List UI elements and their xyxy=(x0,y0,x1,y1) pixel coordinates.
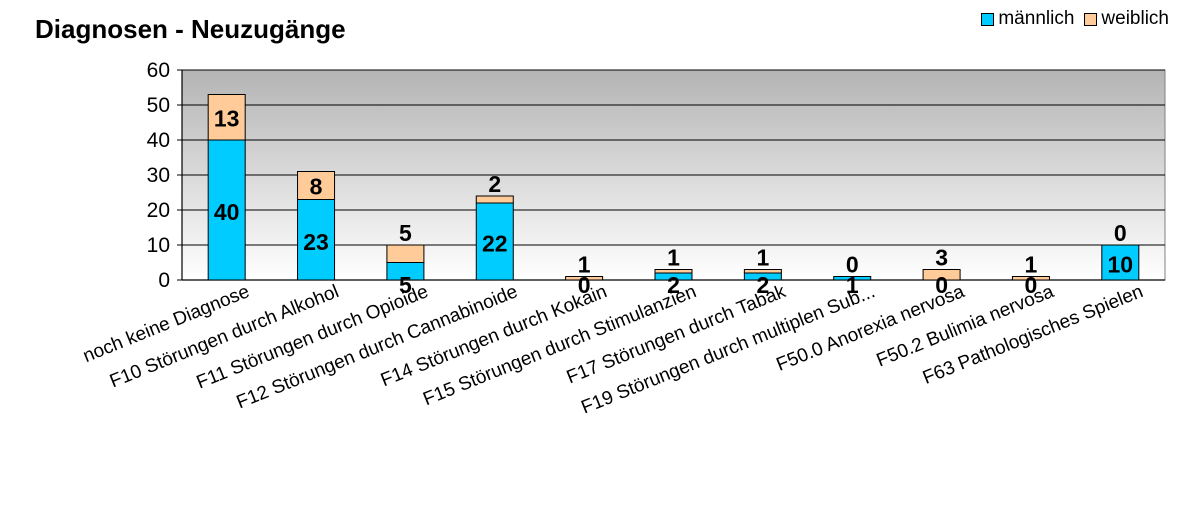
data-label-male: 40 xyxy=(214,199,240,225)
y-tick-label: 50 xyxy=(147,94,170,117)
y-tick-label: 0 xyxy=(158,269,170,292)
y-tick-label: 10 xyxy=(147,234,170,257)
data-label-female: 1 xyxy=(667,245,680,271)
data-label-female: 5 xyxy=(399,220,412,246)
data-label-female: 1 xyxy=(578,252,591,278)
data-label-female: 3 xyxy=(935,245,948,271)
data-label-male: 10 xyxy=(1108,252,1134,278)
data-label-female: 13 xyxy=(214,105,240,131)
y-tick-label: 40 xyxy=(147,129,170,152)
data-label-female: 0 xyxy=(846,252,859,278)
data-label-male: 23 xyxy=(303,229,329,255)
y-tick-label: 30 xyxy=(147,164,170,187)
data-label-female: 1 xyxy=(756,245,769,271)
data-label-female: 2 xyxy=(488,171,501,197)
data-label-female: 1 xyxy=(1025,252,1038,278)
bar-female xyxy=(476,196,513,203)
bar-female xyxy=(387,245,424,263)
data-label-male: 22 xyxy=(482,231,508,257)
data-label-female: 0 xyxy=(1114,220,1127,246)
y-tick-label: 20 xyxy=(147,199,170,222)
data-label-female: 8 xyxy=(310,174,323,200)
y-tick-label: 60 xyxy=(147,59,170,82)
